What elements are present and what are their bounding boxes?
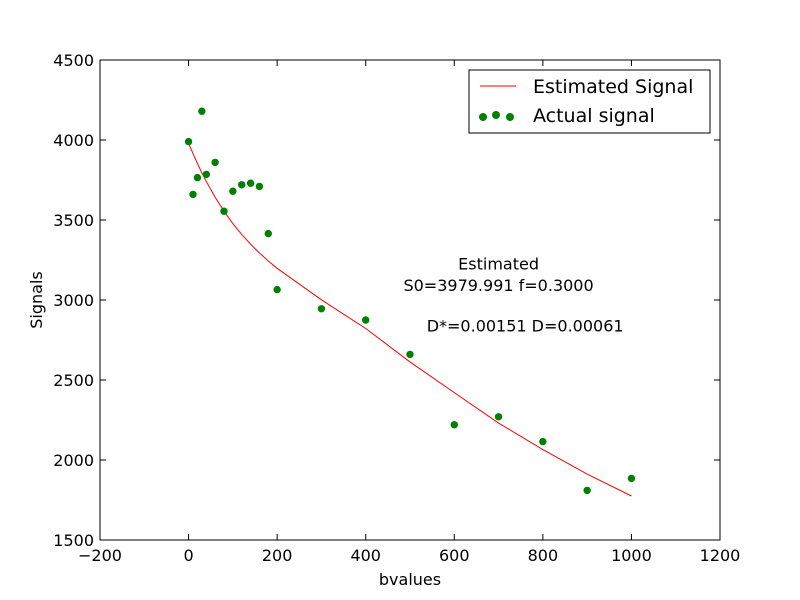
actual-signal-point (211, 158, 219, 167)
actual-signal-point (193, 173, 202, 182)
actual-signal-point (583, 486, 591, 495)
points-layer (184, 107, 636, 495)
y-tick-label: 3000 (53, 291, 94, 310)
legend: Estimated Signal Actual signal (468, 69, 711, 134)
actual-signal-point (406, 350, 414, 359)
annotation-text: D*=0.00151 D=0.00061 (427, 317, 624, 336)
actual-signal-point (494, 413, 503, 421)
x-axis-label: bvalues (379, 570, 441, 589)
actual-signal-point (317, 305, 326, 313)
actual-signal-point (220, 207, 228, 215)
x-tick-label: 1000 (611, 546, 652, 565)
actual-signal-point (246, 179, 255, 187)
legend-label-actual: Actual signal (533, 105, 655, 127)
plot-area (100, 60, 720, 540)
y-tick-label: 4500 (53, 51, 94, 70)
y-tick-label: 3500 (53, 211, 94, 230)
actual-signal-point (450, 421, 458, 429)
x-tick-label: 400 (350, 546, 381, 565)
annotations-layer: Estimated S0=3979.991 f=0.3000 D*=0.00151 … (403, 255, 623, 336)
x-tick-label: −200 (78, 546, 122, 565)
x-tick-label: 800 (528, 546, 559, 565)
actual-signal-point (362, 316, 370, 324)
actual-signal-point (202, 170, 210, 179)
x-tick-label: 600 (439, 546, 470, 565)
actual-signal-point (264, 229, 272, 238)
x-tick-label: 200 (262, 546, 293, 565)
annotation-text: Estimated (458, 255, 539, 274)
y-tick-label: 2000 (53, 451, 94, 470)
actual-signal-point (198, 107, 206, 115)
annotation-text: S0=3979.991 f=0.3000 (403, 276, 593, 295)
y-tick-label: 2500 (53, 371, 94, 390)
legend-marker-1 (479, 113, 487, 121)
actual-signal-point (255, 182, 264, 191)
ticks-layer: −200 0 200 400 600 800 1000 1200 1500 2000 2500 300… (53, 51, 740, 565)
x-tick-label: 0 (183, 546, 193, 565)
actual-signal-point (273, 285, 281, 294)
x-tick-label: 1200 (700, 546, 741, 565)
y-tick-label: 1500 (53, 531, 94, 550)
actual-signal-point (184, 137, 193, 146)
legend-marker-2 (492, 111, 500, 119)
actual-signal-point (627, 474, 636, 483)
y-axis-label: Signals (27, 271, 46, 328)
y-tick-label: 4000 (53, 131, 94, 150)
actual-signal-point (238, 181, 246, 189)
actual-signal-point (189, 190, 197, 199)
actual-signal-point (539, 437, 547, 446)
actual-signal-point (229, 187, 237, 195)
legend-box (468, 69, 711, 134)
legend-label-estimated: Estimated Signal (533, 76, 693, 98)
legend-marker-3 (506, 113, 514, 121)
